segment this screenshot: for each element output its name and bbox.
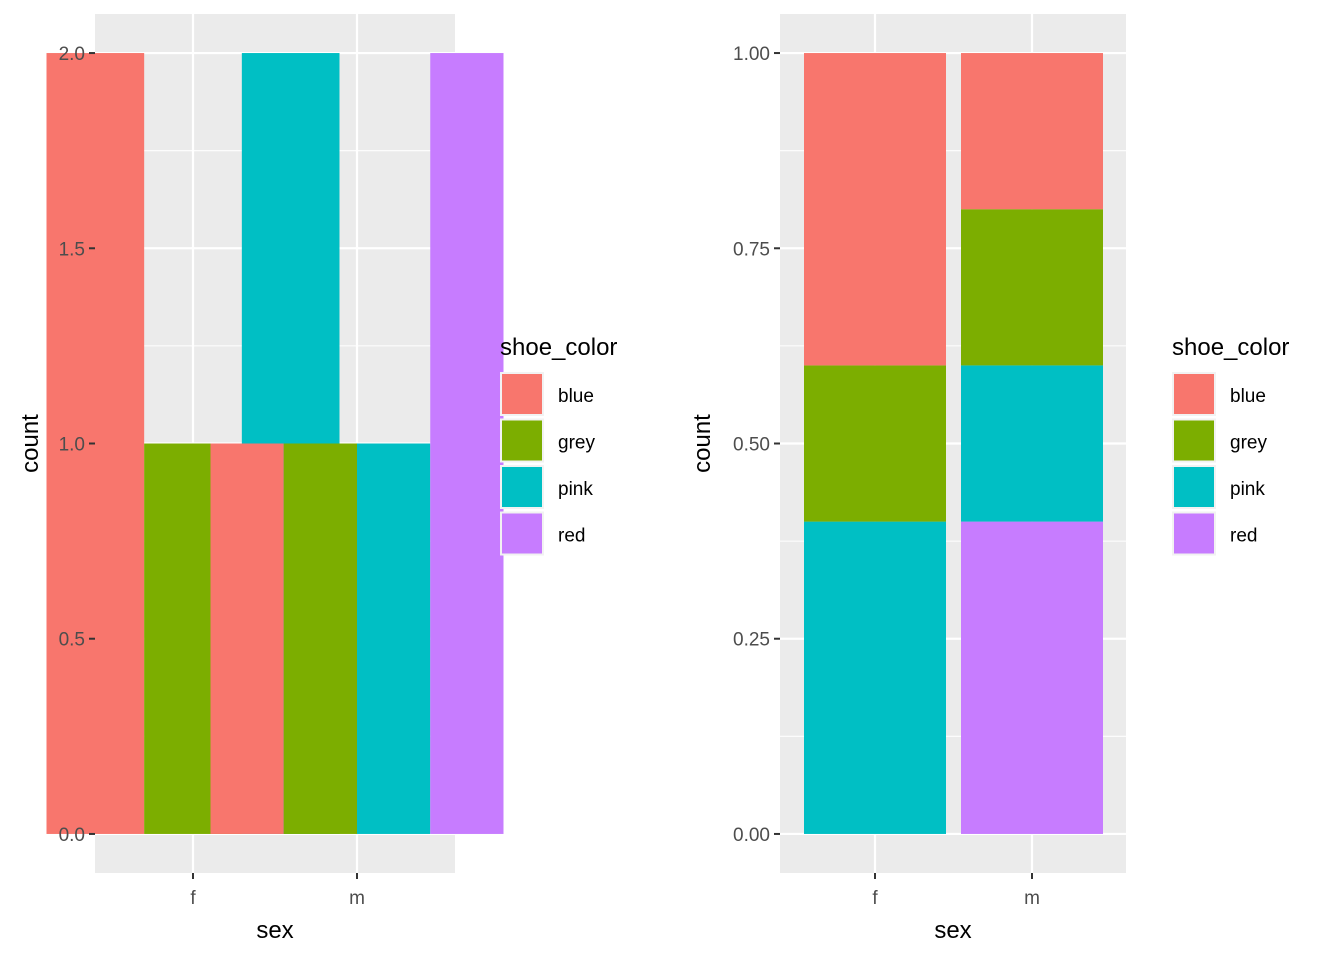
bar-segment-m-pink <box>961 365 1103 522</box>
bar-segment-f-grey <box>804 365 946 522</box>
legend-label-pink: pink <box>1230 479 1265 500</box>
bar-segment-m-red <box>961 521 1103 834</box>
y-tick-label: 2.0 <box>59 44 85 65</box>
legend-title: shoe_color <box>1172 334 1289 361</box>
legend-swatch-grey <box>502 420 542 461</box>
y-tick-label: 1.0 <box>59 435 85 456</box>
legend-label-grey: grey <box>1230 433 1267 454</box>
legend-label-red: red <box>1230 526 1257 547</box>
legend-label-blue: blue <box>1230 386 1266 407</box>
x-tick-label: f <box>190 888 196 909</box>
x-tick-label: m <box>349 888 365 909</box>
y-tick-label: 0.0 <box>59 825 85 846</box>
legend-swatch-red <box>1174 513 1214 554</box>
y-axis-title: count <box>689 414 716 473</box>
legend-label-blue: blue <box>558 386 594 407</box>
x-tick-label: m <box>1024 888 1040 909</box>
bar-segment-m-grey <box>961 209 1103 366</box>
y-tick-label: 1.5 <box>59 239 85 260</box>
legend-swatch-pink <box>1174 467 1214 507</box>
bar-m-grey <box>283 443 357 834</box>
y-tick-label: 1.00 <box>733 44 770 65</box>
legend-title: shoe_color <box>500 334 617 361</box>
bar-f-blue <box>46 53 145 834</box>
legend-swatch-blue <box>1174 374 1214 414</box>
chart-panel-2: 0.00 0.25 0.50 0.75 1.00 f m sex count shoe_color… <box>689 14 1289 944</box>
legend-label-pink: pink <box>558 479 593 500</box>
bar-m-pink <box>357 443 431 834</box>
y-tick-label: 0.50 <box>733 435 770 456</box>
x-axis-title: sex <box>256 917 293 944</box>
y-tick-label: 0.25 <box>733 630 770 651</box>
x-axis-title: sex <box>934 917 971 944</box>
legend-label-red: red <box>558 526 585 547</box>
legend-swatch-pink <box>502 467 542 507</box>
y-tick-label: 0.5 <box>59 630 85 651</box>
bar-segment-f-blue <box>804 53 946 366</box>
bar-segment-f-pink <box>804 521 946 834</box>
legend-swatch-red <box>502 513 542 554</box>
bar-segment-m-blue <box>961 53 1103 210</box>
x-tick-label: f <box>872 888 878 909</box>
y-tick-label: 0.00 <box>733 825 770 846</box>
y-tick-label: 0.75 <box>733 239 770 260</box>
legend-swatch-blue <box>502 374 542 414</box>
legend-label-grey: grey <box>558 433 595 454</box>
bar-m-red <box>430 53 504 834</box>
legend-swatch-grey <box>1174 420 1214 461</box>
y-axis-title: count <box>17 414 44 473</box>
bar-m-blue <box>210 443 284 834</box>
